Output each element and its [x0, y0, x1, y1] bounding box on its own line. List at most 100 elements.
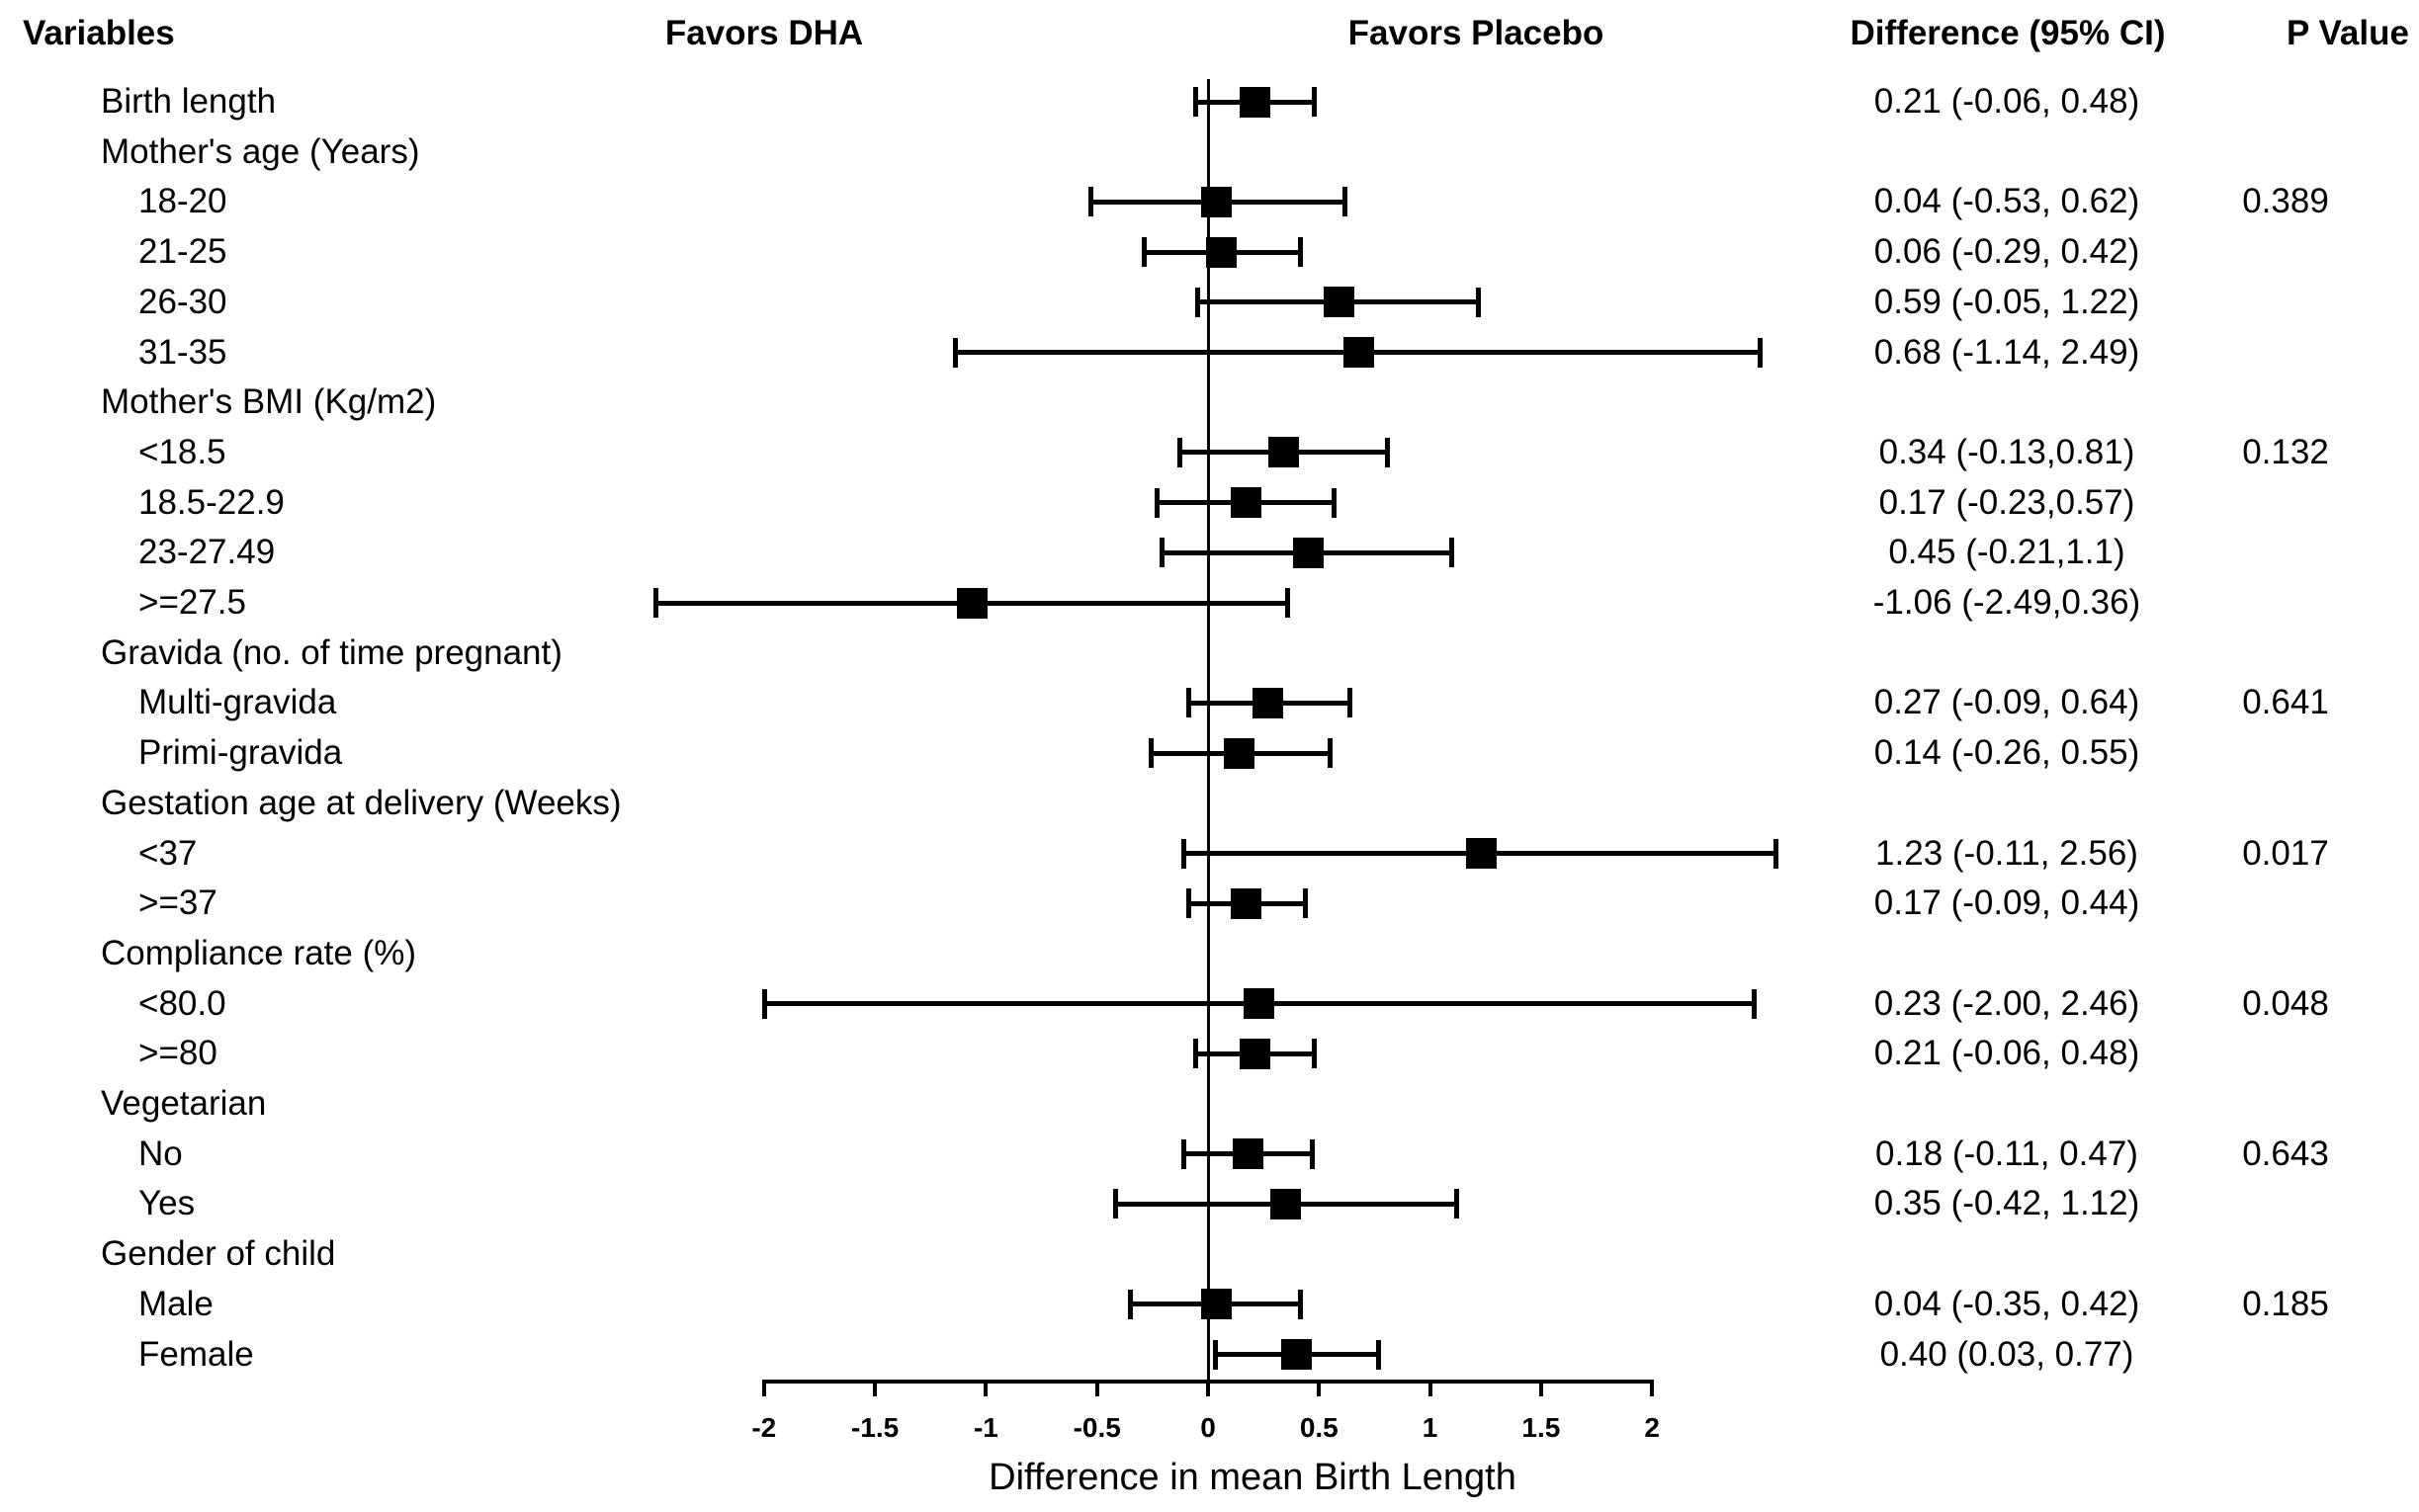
- ci-cap-right: [1342, 187, 1348, 217]
- ci-cap-right: [1346, 688, 1352, 718]
- difference-ci-value: 0.40 (0.03, 0.77): [1879, 1334, 2134, 1374]
- difference-ci-value: 0.17 (-0.09, 0.44): [1873, 883, 2140, 923]
- variable-row-label: Birth length: [101, 82, 277, 121]
- column-header-difference-ci: Difference (95% CI): [1850, 14, 2166, 52]
- ci-cap-right: [1384, 437, 1390, 467]
- difference-ci-value: 0.17 (-0.23,0.57): [1878, 482, 2135, 522]
- ci-cap-right: [1332, 487, 1338, 518]
- x-axis-tick-label: 0.5: [1299, 1412, 1339, 1443]
- ci-cap-right: [1453, 1189, 1459, 1219]
- group-row-label: Gender of child: [101, 1234, 336, 1274]
- p-value: 0.017: [2242, 833, 2329, 873]
- ci-cap-right: [1311, 1039, 1317, 1069]
- difference-ci-value: 0.14 (-0.26, 0.55): [1873, 733, 2140, 773]
- ci-cap-right: [1284, 588, 1290, 618]
- difference-ci-value: 0.68 (-1.14, 2.49): [1873, 332, 2140, 372]
- ci-cap-right: [1302, 888, 1308, 919]
- estimate-marker: [1223, 737, 1254, 769]
- ci-cap-left: [1185, 688, 1191, 718]
- variable-row-label: No: [138, 1134, 183, 1173]
- variable-row-label: >=37: [138, 883, 217, 923]
- difference-ci-value: 0.35 (-0.42, 1.12): [1873, 1184, 2140, 1223]
- variable-row-label: 23-27.49: [138, 533, 276, 572]
- estimate-marker: [1230, 887, 1261, 919]
- difference-ci-value: 0.04 (-0.35, 0.42): [1873, 1284, 2140, 1323]
- difference-ci-value: 0.23 (-2.00, 2.46): [1873, 983, 2140, 1023]
- column-header-p-value: P Value: [2287, 14, 2409, 52]
- group-row-label: Compliance rate (%): [101, 933, 416, 972]
- estimate-marker: [1253, 687, 1284, 718]
- estimate-marker: [1239, 1038, 1270, 1069]
- ci-cap-left: [1176, 437, 1182, 467]
- difference-ci-value: 0.06 (-0.29, 0.42): [1873, 232, 2140, 272]
- difference-ci-value: 1.23 (-0.11, 2.56): [1875, 833, 2138, 873]
- x-axis-tick: [1206, 1382, 1210, 1396]
- estimate-marker: [1239, 86, 1270, 118]
- variable-row-label: <18.5: [138, 432, 226, 471]
- estimate-marker: [1232, 1138, 1263, 1170]
- x-axis-tick-label: -1.5: [850, 1412, 900, 1443]
- difference-ci-value: 0.27 (-0.09, 0.64): [1873, 683, 2140, 722]
- difference-ci-value: 0.59 (-0.05, 1.22): [1873, 282, 2140, 321]
- variable-row-label: <80.0: [138, 983, 226, 1023]
- column-header-variables: Variables: [23, 14, 175, 52]
- ci-cap-left: [1087, 187, 1093, 217]
- estimate-marker: [1343, 337, 1375, 368]
- x-axis-tick-label: 0: [1200, 1412, 1216, 1443]
- variable-row-label: Multi-gravida: [138, 683, 337, 722]
- p-value: 0.641: [2242, 683, 2329, 722]
- group-row-label: Vegetarian: [101, 1084, 267, 1123]
- ci-cap-right: [1449, 538, 1455, 568]
- variable-row-label: Male: [138, 1284, 214, 1323]
- x-axis-tick-label: 1.5: [1521, 1412, 1561, 1443]
- variable-row-label: 18-20: [138, 182, 227, 221]
- ci-cap-left: [952, 337, 958, 368]
- ci-cap-right: [1309, 1138, 1315, 1169]
- x-axis-tick: [873, 1382, 878, 1396]
- x-axis-tick: [1427, 1382, 1432, 1396]
- variable-row-label: 18.5-22.9: [138, 482, 285, 522]
- p-value: 0.389: [2242, 182, 2329, 221]
- x-axis-tick: [1094, 1382, 1099, 1396]
- group-row-label: Mother's BMI (Kg/m2): [101, 382, 437, 422]
- x-axis-tick-label: -2: [751, 1412, 777, 1443]
- ci-cap-left: [1141, 237, 1147, 268]
- difference-ci-value: 0.21 (-0.06, 0.48): [1873, 1034, 2140, 1073]
- estimate-marker: [957, 587, 989, 619]
- p-value: 0.048: [2242, 983, 2329, 1023]
- ci-cap-left: [1192, 87, 1198, 117]
- ci-cap-left: [1185, 888, 1191, 919]
- ci-cap-left: [1181, 1138, 1187, 1169]
- ci-cap-left: [1112, 1189, 1118, 1219]
- variable-row-label: <37: [138, 833, 198, 873]
- x-axis-tick-label: 2: [1644, 1412, 1660, 1443]
- x-axis-tick-label: 1: [1422, 1412, 1438, 1443]
- ci-cap-left: [761, 988, 767, 1019]
- group-row-label: Gravida (no. of time pregnant): [101, 632, 562, 672]
- estimate-marker: [1324, 287, 1354, 318]
- variable-row-label: 31-35: [138, 332, 227, 372]
- estimate-marker: [1292, 537, 1324, 568]
- ci-cap-right: [1298, 237, 1304, 268]
- x-axis-tick-label: -1: [973, 1412, 998, 1443]
- x-axis-tick-label: -0.5: [1073, 1412, 1121, 1443]
- ci-cap-left: [1148, 738, 1154, 769]
- group-row-label: Mother's age (Years): [101, 131, 420, 171]
- ci-cap-left: [1212, 1339, 1218, 1370]
- estimate-marker: [1281, 1339, 1313, 1370]
- ci-cap-left: [1192, 1039, 1198, 1069]
- x-axis-tick: [1538, 1382, 1543, 1396]
- variable-row-label: 21-25: [138, 232, 227, 272]
- p-value: 0.643: [2242, 1134, 2329, 1173]
- estimate-marker: [1205, 236, 1237, 268]
- group-row-label: Gestation age at delivery (Weeks): [101, 783, 622, 822]
- difference-ci-value: 0.34 (-0.13,0.81): [1878, 432, 2135, 471]
- variable-row-label: >=27.5: [138, 583, 246, 622]
- variable-row-label: Female: [138, 1334, 254, 1374]
- p-value: 0.185: [2242, 1284, 2329, 1323]
- x-axis-title: Difference in mean Birth Length: [989, 1457, 1516, 1498]
- difference-ci-value: -1.06 (-2.49,0.36): [1872, 583, 2141, 622]
- variable-row-label: 26-30: [138, 282, 227, 321]
